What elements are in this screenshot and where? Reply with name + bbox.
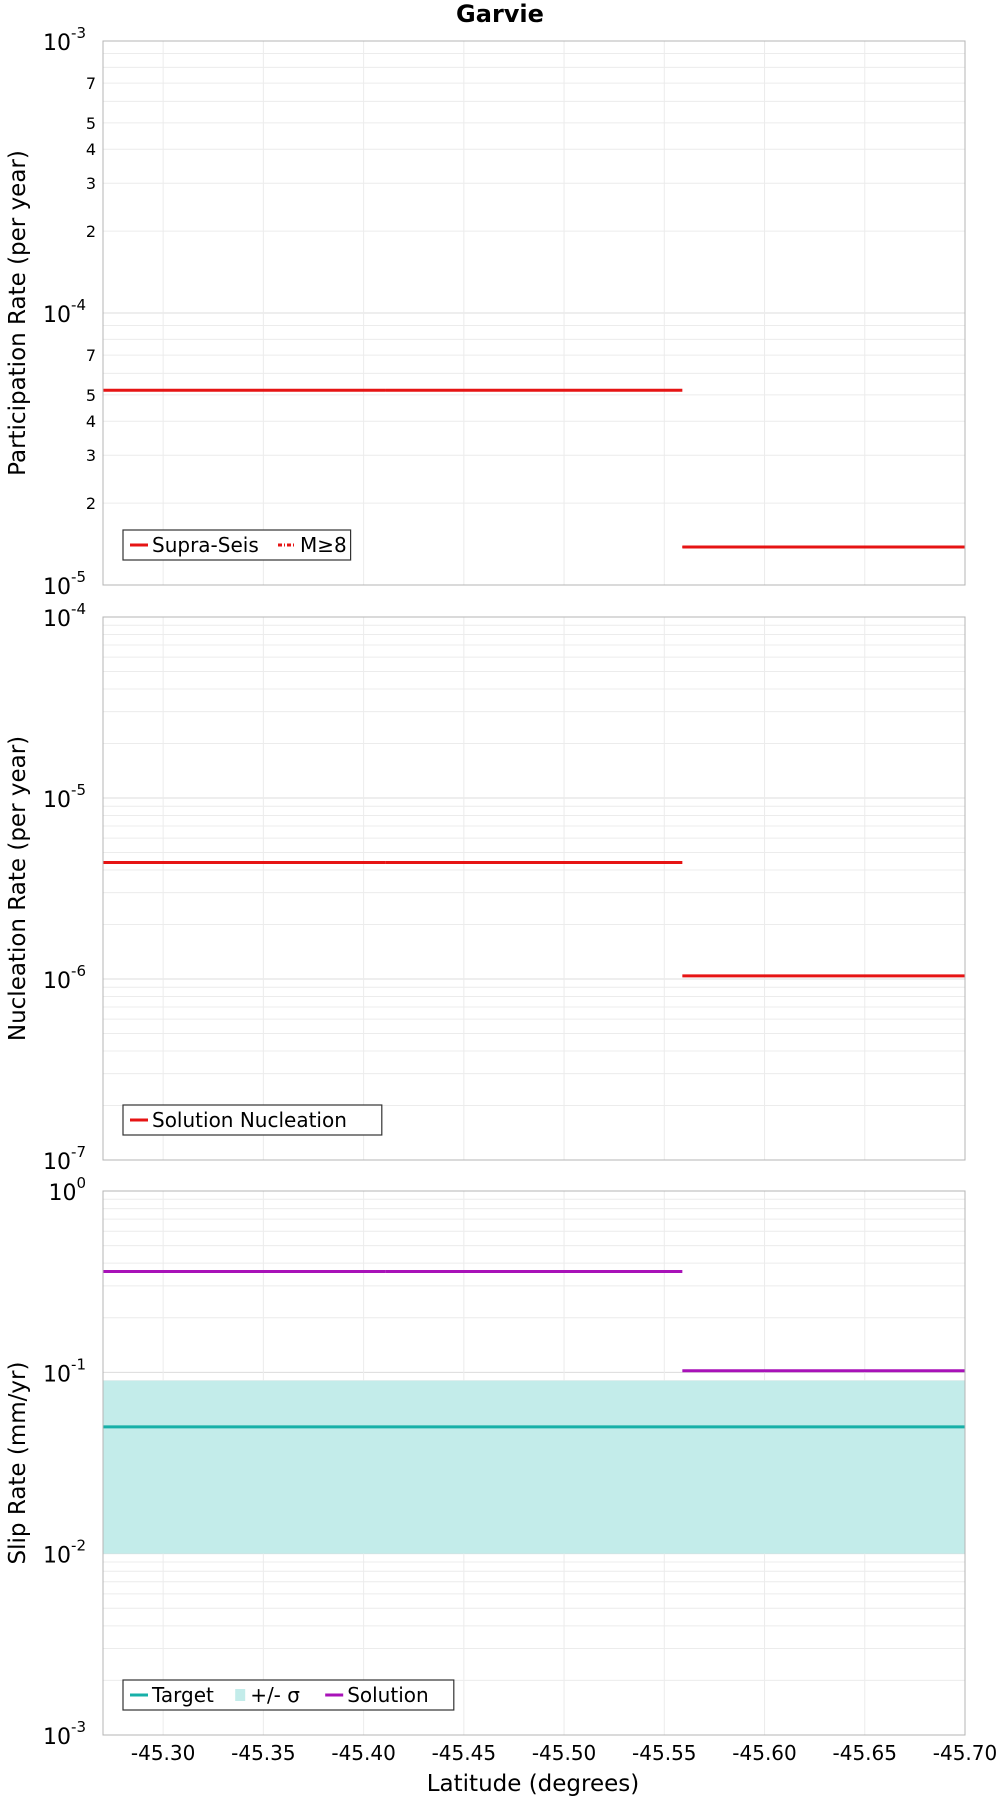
y-tick-label: 10-2 (43, 1537, 86, 1569)
y-tick-exponent: -3 (71, 1718, 86, 1736)
y-tick-label-minor: 4 (86, 412, 96, 431)
y-tick-labels: 10-7 10-6 10-5 10-4 (43, 600, 86, 1175)
y-tick-exponent: -4 (71, 600, 86, 618)
y-tick-label-minor: 4 (86, 140, 96, 159)
y-axis-label: Nucleation Rate (per year) (5, 736, 31, 1041)
legend-item-label: +/- σ (250, 1683, 300, 1707)
legend: Solution Nucleation (122, 1104, 383, 1136)
x-tick-label: -45.35 (231, 1741, 295, 1765)
x-tick-label: -45.65 (833, 1741, 897, 1765)
y-tick-label-minor: 3 (86, 174, 96, 193)
panel-2: 10-7 10-6 10-5 10-4 Nucleation Rate (per yea… (5, 600, 966, 1175)
chart-title: Garvie (456, 0, 544, 28)
y-tick-label-minor: 7 (86, 346, 96, 365)
y-tick-exponent: -3 (71, 24, 86, 42)
panel-1: 10-5 10-4 10-3 2 3 4 5 7 2 3 4 5 7 Participation Rate… (5, 24, 966, 600)
grid (103, 41, 966, 585)
y-tick-label: 10-4 (43, 296, 86, 328)
x-tick-label: -45.60 (732, 1741, 796, 1765)
x-tick-label: -45.40 (331, 1741, 395, 1765)
y-tick-label: 10-3 (43, 24, 86, 56)
y-tick-exponent: -7 (71, 1143, 86, 1161)
legend-item-label: Target (151, 1683, 214, 1707)
y-tick-labels: 10-3 10-2 10-1 100 (43, 1174, 86, 1750)
y-tick-label: 10-7 (43, 1143, 86, 1175)
y-tick-exponent: -4 (71, 296, 86, 314)
y-tick-labels: 10-5 10-4 10-3 2 3 4 5 7 2 3 4 5 7 (43, 24, 96, 600)
plot-frame (102, 616, 966, 1161)
legend-box (122, 529, 352, 561)
plot-area (103, 617, 965, 1160)
y-axis-label: Participation Rate (per year) (5, 150, 31, 476)
y-tick-label: 10-1 (43, 1355, 86, 1387)
legend-box (122, 1679, 455, 1711)
sigma-band (103, 1380, 965, 1554)
x-tick-label: -45.30 (131, 1741, 195, 1765)
plot-frame (102, 1190, 966, 1736)
panel-3: 10-3 10-2 10-1 100 Slip Rate (mm/yr) Target +/… (5, 1174, 966, 1750)
y-tick-label-minor: 5 (86, 386, 96, 405)
grid (103, 617, 966, 1160)
y-tick-label-minor: 2 (86, 494, 96, 513)
x-tick-label: -45.70 (933, 1741, 997, 1765)
x-tick-label: -45.50 (532, 1741, 596, 1765)
x-tick-label: -45.45 (432, 1741, 496, 1765)
y-tick-label: 10-5 (43, 781, 86, 813)
y-tick-exponent: -2 (71, 1537, 86, 1555)
series-m-8 (103, 389, 965, 548)
legend-item-label: M≥8 (300, 533, 347, 557)
series-solution (103, 1269, 965, 1373)
legend-item-label: Solution (347, 1683, 428, 1707)
y-axis-label: Slip Rate (mm/yr) (5, 1362, 31, 1565)
y-tick-label: 10-4 (43, 600, 86, 632)
legend: Target +/- σ Solution (122, 1679, 455, 1711)
legend: Supra-Seis M≥8 (122, 529, 352, 561)
y-tick-label: 10-6 (43, 962, 86, 994)
y-tick-exponent: -5 (71, 781, 86, 799)
legend-box (122, 1104, 383, 1136)
x-tick-labels: -45.30 -45.35 -45.40 -45.45 -45.50 -45.55 -45.… (131, 1741, 997, 1765)
y-tick-exponent: -1 (71, 1355, 86, 1373)
y-tick-label-minor: 7 (86, 74, 96, 93)
y-tick-label-minor: 2 (86, 222, 96, 241)
y-tick-exponent: -5 (71, 568, 86, 586)
y-tick-label: 10-5 (43, 568, 86, 600)
x-axis-label: Latitude (degrees) (427, 1771, 640, 1797)
y-tick-exponent: -6 (71, 962, 86, 980)
y-tick-label-minor: 3 (86, 446, 96, 465)
x-tick-label: -45.55 (632, 1741, 696, 1765)
series-solution-nucleation (103, 861, 965, 978)
plot-frame (102, 40, 966, 586)
legend-swatch (235, 1689, 246, 1701)
legend-item-label: Solution Nucleation (152, 1108, 347, 1132)
y-tick-label: 100 (48, 1174, 86, 1206)
y-tick-label-minor: 5 (86, 114, 96, 133)
y-tick-label: 10-3 (43, 1718, 86, 1750)
legend-item-label: Supra-Seis (152, 533, 259, 557)
y-tick-exponent: 0 (76, 1174, 86, 1192)
